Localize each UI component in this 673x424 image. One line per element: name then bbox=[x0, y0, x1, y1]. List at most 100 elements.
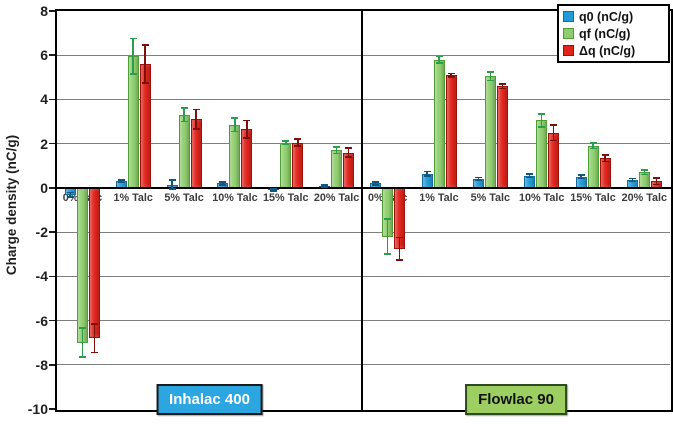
y-tick-mark bbox=[49, 54, 56, 56]
bar-qf bbox=[433, 59, 445, 188]
error-bar bbox=[501, 83, 504, 89]
error-bar bbox=[81, 328, 84, 358]
y-tick-mark bbox=[49, 231, 56, 233]
legend-item-dq: Δq (nC/g) bbox=[563, 42, 664, 59]
error-bar-cap bbox=[231, 117, 239, 120]
error-bar-cap bbox=[141, 44, 149, 47]
y-tick-mark bbox=[49, 319, 56, 322]
error-bar-cap bbox=[538, 113, 546, 115]
panel-label-inhalac-400: Inhalac 400 bbox=[156, 384, 263, 415]
error-bar-cap bbox=[486, 79, 494, 82]
error-bar-cap bbox=[282, 139, 290, 142]
error-bar-cap bbox=[243, 137, 251, 139]
legend-label-dq: Δq (nC/g) bbox=[579, 44, 636, 58]
legend-marker-qf-icon bbox=[563, 28, 574, 39]
error-bar bbox=[631, 178, 634, 182]
error-bar-cap bbox=[282, 143, 290, 146]
bar-qf bbox=[484, 76, 496, 188]
y-tick-label: -6 bbox=[35, 312, 48, 329]
error-bar-cap bbox=[180, 107, 188, 110]
x-category-label: 5% Talc bbox=[164, 191, 204, 204]
y-tick-label: 2 bbox=[40, 135, 48, 152]
error-bar bbox=[195, 109, 197, 130]
x-category-label: 10% Talc bbox=[518, 191, 565, 204]
error-bar-cap bbox=[396, 258, 404, 261]
error-bar-cap bbox=[589, 147, 597, 150]
error-bar-cap bbox=[652, 183, 660, 186]
error-bar-cap bbox=[141, 82, 149, 84]
error-bar-cap bbox=[117, 181, 125, 184]
x-category-label: 5% Talc bbox=[470, 191, 511, 204]
legend-label-qf: qf (nC/g) bbox=[579, 27, 631, 41]
error-bar-cap bbox=[498, 87, 506, 90]
error-bar-cap bbox=[321, 186, 329, 189]
error-bar-cap bbox=[333, 152, 341, 155]
error-bar-cap bbox=[474, 176, 482, 179]
bar-qf bbox=[178, 114, 190, 188]
legend-item-qf: qf (nC/g) bbox=[563, 25, 664, 42]
error-bar-cap bbox=[396, 236, 404, 239]
error-bar bbox=[183, 108, 185, 122]
error-bar bbox=[272, 188, 275, 192]
bar-qf bbox=[76, 187, 88, 343]
error-bar bbox=[386, 218, 389, 255]
error-bar-cap bbox=[117, 179, 125, 181]
zero-axis-line bbox=[56, 186, 671, 190]
error-bar bbox=[296, 139, 299, 146]
error-bar-cap bbox=[78, 356, 86, 358]
error-bar-cap bbox=[577, 174, 585, 177]
bar-dq bbox=[88, 187, 100, 339]
y-tick-mark bbox=[49, 187, 56, 189]
panel-label-flowlac-90: Flowlac 90 bbox=[465, 384, 567, 415]
bar-dq bbox=[343, 152, 355, 188]
error-bar-cap bbox=[384, 218, 392, 220]
error-bar-cap bbox=[66, 191, 74, 194]
error-bar-cap bbox=[628, 180, 636, 183]
error-bar bbox=[374, 181, 377, 185]
error-bar-cap bbox=[550, 124, 558, 126]
error-bar-cap bbox=[321, 184, 329, 186]
legend-item-q0: q0 (nC/g) bbox=[563, 8, 664, 25]
y-tick-mark bbox=[49, 10, 56, 12]
y-tick-mark bbox=[49, 408, 56, 410]
error-bar bbox=[234, 118, 236, 132]
error-bar-cap bbox=[270, 188, 278, 190]
bar-qf bbox=[536, 120, 548, 188]
error-bar-cap bbox=[384, 253, 392, 256]
error-bar bbox=[592, 143, 594, 149]
x-category-label: 10% Talc bbox=[212, 191, 258, 204]
legend-marker-dq-icon bbox=[563, 45, 574, 56]
error-bar-cap bbox=[180, 120, 188, 123]
error-bar bbox=[450, 73, 452, 77]
error-bar bbox=[144, 45, 147, 83]
error-bar bbox=[284, 140, 287, 145]
y-tick-label: -8 bbox=[35, 356, 48, 373]
error-bar-cap bbox=[231, 130, 239, 133]
error-bar-cap bbox=[577, 177, 585, 180]
error-bar-cap bbox=[78, 327, 86, 330]
error-bar-cap bbox=[538, 126, 546, 128]
error-bar-cap bbox=[333, 146, 341, 148]
y-tick-mark bbox=[49, 275, 56, 278]
bar-qf bbox=[587, 145, 599, 188]
y-tick-label: -4 bbox=[35, 268, 48, 285]
bar-dq bbox=[496, 86, 508, 188]
error-bar-cap bbox=[589, 142, 597, 145]
gridline bbox=[57, 143, 670, 145]
y-tick-label: 4 bbox=[40, 91, 48, 108]
gridline bbox=[57, 98, 670, 100]
error-bar-cap bbox=[66, 195, 74, 198]
error-bar-cap bbox=[192, 108, 200, 111]
panel-divider bbox=[360, 9, 364, 411]
x-category-label: 20% Talc bbox=[313, 191, 360, 204]
error-bar bbox=[398, 237, 401, 260]
error-bar-cap bbox=[498, 83, 506, 85]
y-tick-mark bbox=[49, 98, 56, 101]
error-bar-cap bbox=[601, 153, 609, 156]
error-bar bbox=[323, 185, 326, 188]
x-category-label: 1% Talc bbox=[419, 191, 459, 204]
error-bar-cap bbox=[474, 179, 482, 182]
x-category-label: 15% Talc bbox=[263, 191, 309, 204]
error-bar bbox=[643, 170, 646, 175]
